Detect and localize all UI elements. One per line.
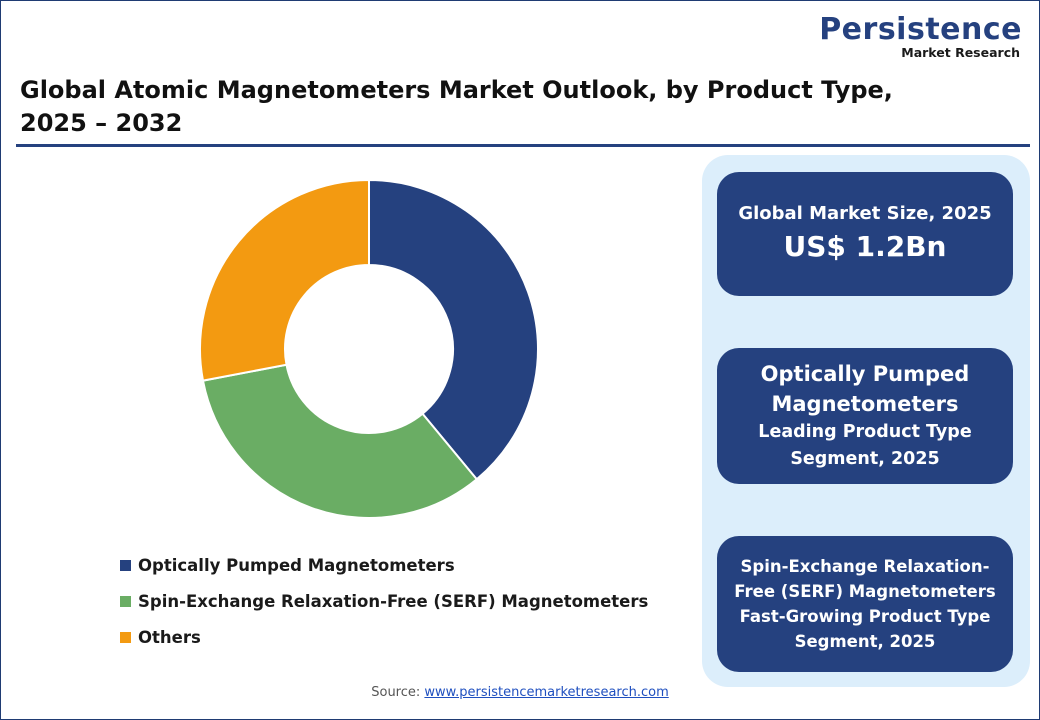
brand-logo: Persistence Market Research (819, 14, 1022, 60)
leading-segment-name-2: Magnetometers (771, 392, 959, 416)
page-title: Global Atomic Magnetometers Market Outlo… (20, 74, 920, 140)
legend-label: Others (138, 627, 201, 647)
legend-label: Optically Pumped Magnetometers (138, 555, 455, 575)
title-line-2: 2025 – 2032 (20, 109, 183, 137)
donut-slice-optically-pumped-magnetometers (368, 178, 540, 481)
donut-slice-spin-exchange-relaxation-free-serf-magnetometers (201, 363, 479, 519)
fast-growing-line-3: Fast-Growing Product Type (739, 607, 991, 626)
market-size-value: US$ 1.2Bn (783, 230, 947, 263)
fast-growing-segment-card: Spin-Exchange Relaxation- Free (SERF) Ma… (717, 536, 1013, 672)
donut-slice-others (199, 178, 370, 382)
fast-growing-line-1: Spin-Exchange Relaxation- (740, 557, 990, 576)
leading-segment-caption-1: Leading Product Type (758, 422, 972, 442)
leading-segment-card: Optically Pumped Magnetometers Leading P… (717, 348, 1013, 484)
source-note: Source: www.persistencemarketresearch.co… (0, 685, 1040, 700)
logo-tagline: Market Research (901, 45, 1020, 60)
market-size-label: Global Market Size, 2025 (738, 203, 992, 224)
fast-growing-line-2: Free (SERF) Magnetometers (734, 582, 996, 601)
legend-item-others: Others (120, 619, 648, 655)
title-divider (16, 144, 1030, 147)
title-line-1: Global Atomic Magnetometers Market Outlo… (20, 76, 893, 104)
legend-swatch (120, 595, 131, 607)
source-link[interactable]: www.persistencemarketresearch.com (424, 685, 669, 700)
chart-legend: Optically Pumped Magnetometers Spin-Excha… (120, 547, 648, 655)
legend-item-optically-pumped-magnetometers: Optically Pumped Magnetometers (120, 547, 648, 583)
legend-swatch (120, 559, 131, 571)
legend-item-spin-exchange-relaxation-free-serf-magnetometers: Spin-Exchange Relaxation-Free (SERF) Mag… (120, 583, 648, 619)
legend-swatch (120, 631, 131, 643)
donut-chart (199, 178, 540, 519)
market-size-card: Global Market Size, 2025 US$ 1.2Bn (717, 172, 1013, 296)
fast-growing-line-4: Segment, 2025 (794, 632, 936, 651)
legend-label: Spin-Exchange Relaxation-Free (SERF) Mag… (138, 591, 649, 611)
leading-segment-name-1: Optically Pumped (760, 362, 970, 386)
source-label: Source: (371, 685, 425, 700)
leading-segment-caption-2: Segment, 2025 (790, 449, 940, 469)
logo-wordmark: Persistence (819, 12, 1022, 47)
